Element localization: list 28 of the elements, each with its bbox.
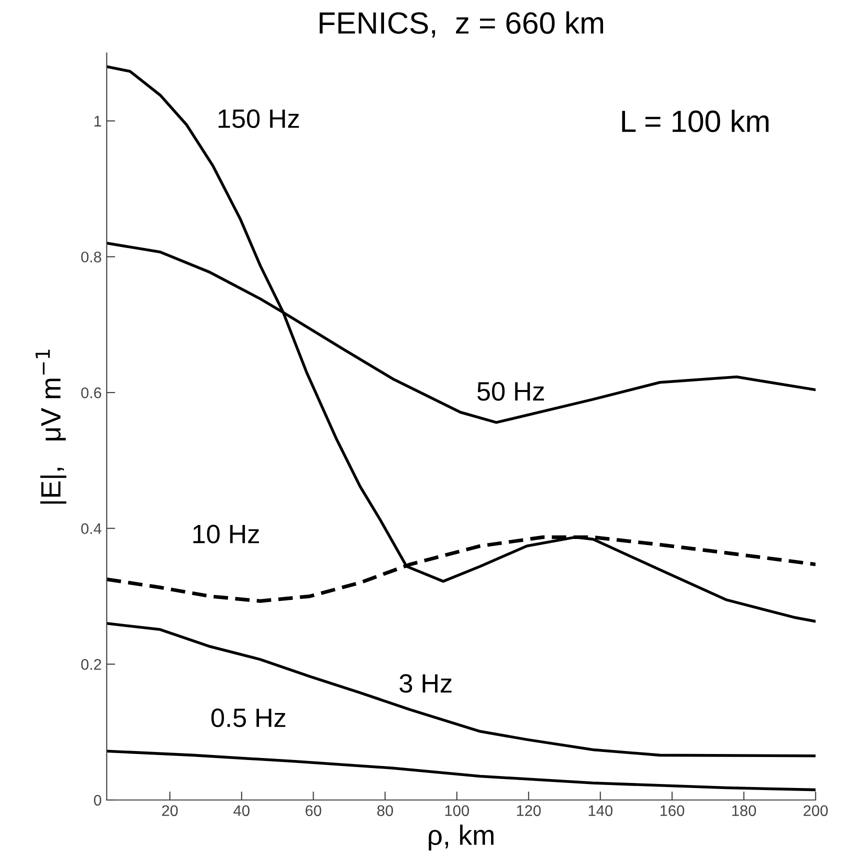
series-label: 0.5 Hz xyxy=(211,708,286,728)
y-tick-label: 0.6 xyxy=(81,387,102,398)
y-tick-label: 1 xyxy=(94,116,102,126)
x-tick-label: 200 xyxy=(804,805,828,816)
line-series xyxy=(106,65,816,623)
x-tick-label: 100 xyxy=(445,805,469,816)
annotation: L = 100 km xyxy=(622,110,769,132)
x-axis-title: ρ, km xyxy=(428,824,494,851)
x-tick-label: 180 xyxy=(732,805,756,816)
line-series xyxy=(106,750,816,792)
x-tick-label: 40 xyxy=(233,805,250,816)
y-tick-label: 0.4 xyxy=(81,523,102,534)
y-tick-label: 0.8 xyxy=(81,252,102,262)
series-label: 10 Hz xyxy=(193,524,259,544)
x-tick-label: 20 xyxy=(162,805,178,816)
y-tick-label: 0.2 xyxy=(81,659,102,670)
line-series xyxy=(106,622,816,758)
x-tick-label: 60 xyxy=(306,805,322,816)
series-label: 50 Hz xyxy=(477,382,544,401)
y-tick-label: 0 xyxy=(94,794,102,806)
series-label: 150 Hz xyxy=(218,109,299,128)
x-tick-label: 140 xyxy=(588,805,612,816)
x-tick-label: 80 xyxy=(377,805,393,816)
y-axis-title: |E|, μV m$^{−1}$ xyxy=(36,350,66,504)
x-tick-label: 120 xyxy=(517,805,541,816)
chart-title: FENICS, z = 660 km xyxy=(320,11,604,38)
x-tick-label: 160 xyxy=(660,805,684,816)
series-label: 3 Hz xyxy=(400,674,452,693)
